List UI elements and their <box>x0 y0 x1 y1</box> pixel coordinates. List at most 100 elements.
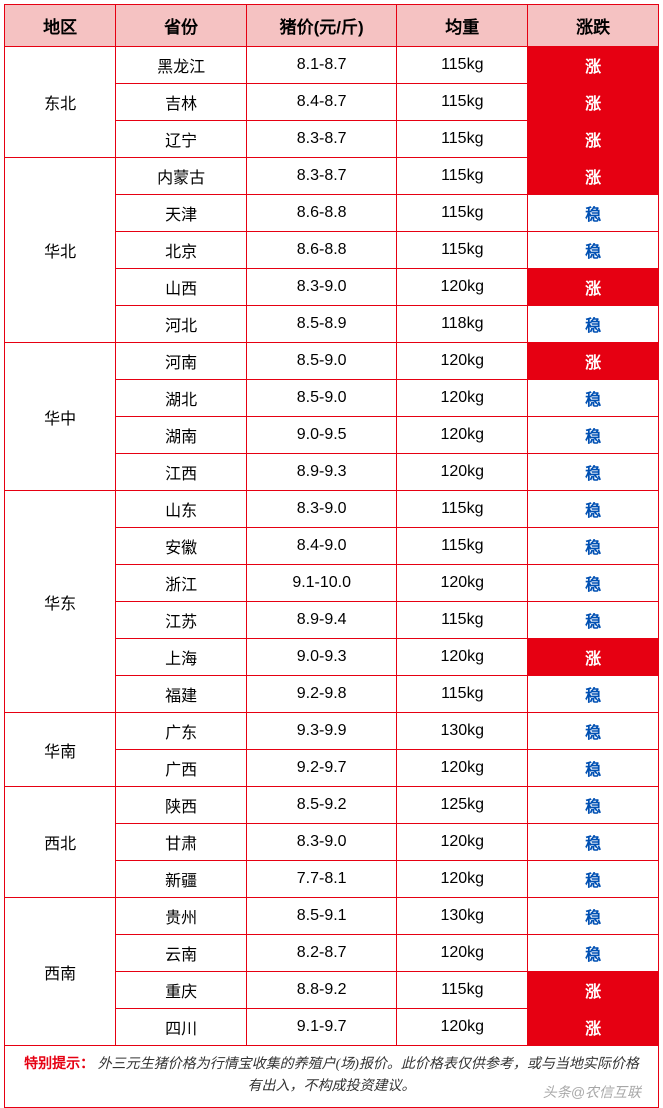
table-row: 西南贵州8.5-9.1130kg稳 <box>5 898 659 935</box>
trend-cell: 稳 <box>528 935 659 972</box>
price-cell: 8.9-9.4 <box>246 602 396 639</box>
province-cell: 江苏 <box>116 602 247 639</box>
trend-cell: 涨 <box>528 121 659 158</box>
weight-cell: 115kg <box>397 121 528 158</box>
trend-cell: 稳 <box>528 898 659 935</box>
price-cell: 8.6-8.8 <box>246 195 396 232</box>
price-cell: 8.5-9.2 <box>246 787 396 824</box>
price-cell: 9.0-9.3 <box>246 639 396 676</box>
price-cell: 9.0-9.5 <box>246 417 396 454</box>
column-header-0: 地区 <box>5 5 116 47</box>
trend-cell: 稳 <box>528 232 659 269</box>
price-cell: 9.1-10.0 <box>246 565 396 602</box>
weight-cell: 120kg <box>397 639 528 676</box>
trend-cell: 涨 <box>528 972 659 1009</box>
trend-cell: 稳 <box>528 380 659 417</box>
table-row: 华东山东8.3-9.0115kg稳 <box>5 491 659 528</box>
trend-cell: 涨 <box>528 84 659 121</box>
price-cell: 8.2-8.7 <box>246 935 396 972</box>
weight-cell: 115kg <box>397 602 528 639</box>
trend-cell: 稳 <box>528 602 659 639</box>
province-cell: 河北 <box>116 306 247 343</box>
province-cell: 江西 <box>116 454 247 491</box>
price-cell: 8.3-9.0 <box>246 824 396 861</box>
trend-cell: 稳 <box>528 750 659 787</box>
province-cell: 重庆 <box>116 972 247 1009</box>
table-row: 华北内蒙古8.3-8.7115kg涨 <box>5 158 659 195</box>
trend-cell: 稳 <box>528 306 659 343</box>
province-cell: 陕西 <box>116 787 247 824</box>
weight-cell: 120kg <box>397 417 528 454</box>
price-cell: 8.4-9.0 <box>246 528 396 565</box>
weight-cell: 120kg <box>397 565 528 602</box>
price-cell: 9.2-9.8 <box>246 676 396 713</box>
province-cell: 湖南 <box>116 417 247 454</box>
column-header-4: 涨跌 <box>528 5 659 47</box>
price-cell: 8.3-9.0 <box>246 269 396 306</box>
weight-cell: 130kg <box>397 713 528 750</box>
trend-cell: 涨 <box>528 639 659 676</box>
province-cell: 新疆 <box>116 861 247 898</box>
province-cell: 四川 <box>116 1009 247 1046</box>
region-cell: 华中 <box>5 343 116 491</box>
region-cell: 华东 <box>5 491 116 713</box>
weight-cell: 115kg <box>397 195 528 232</box>
province-cell: 安徽 <box>116 528 247 565</box>
price-cell: 9.3-9.9 <box>246 713 396 750</box>
footer-note-label: 特别提示： <box>24 1057 94 1072</box>
trend-cell: 稳 <box>528 861 659 898</box>
province-cell: 贵州 <box>116 898 247 935</box>
price-cell: 9.1-9.7 <box>246 1009 396 1046</box>
province-cell: 内蒙古 <box>116 158 247 195</box>
trend-cell: 稳 <box>528 454 659 491</box>
weight-cell: 115kg <box>397 47 528 84</box>
region-cell: 东北 <box>5 47 116 158</box>
trend-cell: 涨 <box>528 343 659 380</box>
trend-cell: 稳 <box>528 528 659 565</box>
weight-cell: 120kg <box>397 824 528 861</box>
weight-cell: 120kg <box>397 750 528 787</box>
price-cell: 8.3-8.7 <box>246 121 396 158</box>
province-cell: 黑龙江 <box>116 47 247 84</box>
table-header: 地区省份猪价(元/斤)均重涨跌 <box>5 5 659 47</box>
weight-cell: 130kg <box>397 898 528 935</box>
price-cell: 8.8-9.2 <box>246 972 396 1009</box>
trend-cell: 稳 <box>528 676 659 713</box>
weight-cell: 115kg <box>397 232 528 269</box>
region-cell: 西南 <box>5 898 116 1046</box>
weight-cell: 125kg <box>397 787 528 824</box>
footer-note-text: 外三元生猪价格为行情宝收集的养殖户(场)报价。此价格表仅供参考，或与当地实际价格… <box>98 1057 639 1094</box>
trend-cell: 稳 <box>528 491 659 528</box>
table-row: 华中河南8.5-9.0120kg涨 <box>5 343 659 380</box>
column-header-2: 猪价(元/斤) <box>246 5 396 47</box>
weight-cell: 118kg <box>397 306 528 343</box>
price-cell: 8.5-9.0 <box>246 343 396 380</box>
footer-note: 特别提示： 外三元生猪价格为行情宝收集的养殖户(场)报价。此价格表仅供参考，或与… <box>5 1046 659 1108</box>
province-cell: 甘肃 <box>116 824 247 861</box>
province-cell: 上海 <box>116 639 247 676</box>
province-cell: 湖北 <box>116 380 247 417</box>
weight-cell: 120kg <box>397 1009 528 1046</box>
trend-cell: 涨 <box>528 269 659 306</box>
weight-cell: 120kg <box>397 343 528 380</box>
weight-cell: 115kg <box>397 972 528 1009</box>
weight-cell: 120kg <box>397 380 528 417</box>
weight-cell: 115kg <box>397 528 528 565</box>
weight-cell: 120kg <box>397 935 528 972</box>
trend-cell: 涨 <box>528 1009 659 1046</box>
province-cell: 河南 <box>116 343 247 380</box>
weight-cell: 120kg <box>397 454 528 491</box>
price-cell: 8.9-9.3 <box>246 454 396 491</box>
province-cell: 福建 <box>116 676 247 713</box>
price-cell: 8.5-9.0 <box>246 380 396 417</box>
table-row: 东北黑龙江8.1-8.7115kg涨 <box>5 47 659 84</box>
trend-cell: 稳 <box>528 565 659 602</box>
price-cell: 8.5-8.9 <box>246 306 396 343</box>
price-cell: 8.4-8.7 <box>246 84 396 121</box>
province-cell: 山东 <box>116 491 247 528</box>
price-cell: 9.2-9.7 <box>246 750 396 787</box>
region-cell: 华北 <box>5 158 116 343</box>
trend-cell: 稳 <box>528 417 659 454</box>
region-cell: 华南 <box>5 713 116 787</box>
trend-cell: 涨 <box>528 158 659 195</box>
